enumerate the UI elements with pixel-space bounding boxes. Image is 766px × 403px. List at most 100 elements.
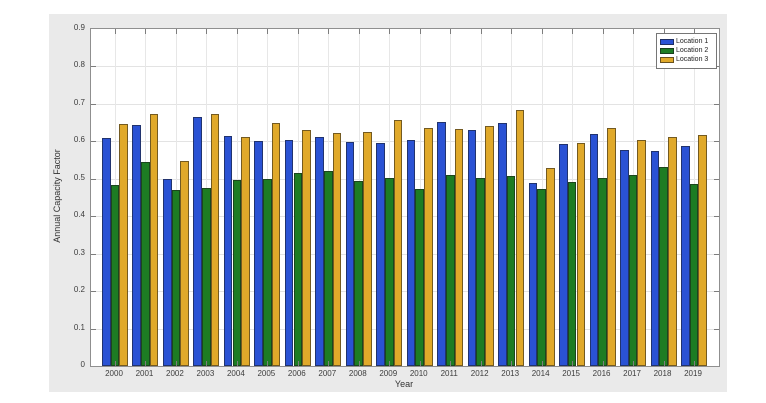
bar-location1-2008 [345,141,355,366]
x-tick-mark [420,361,421,366]
bar-location3-2015 [576,143,586,366]
x-tick-mark [694,29,695,34]
x-tick-mark [389,29,390,34]
x-tick-mark [298,29,299,34]
x-tick-mark [633,361,634,366]
legend: Location 1 Location 2 Location 3 [656,33,717,69]
x-tick-mark [115,29,116,34]
bar-location1-2018 [650,151,660,366]
h-gridline [91,254,719,255]
bar-location3-2014 [546,168,555,366]
y-tick-mark [714,141,719,142]
y-tick-mark [714,254,719,255]
x-tick-mark [145,361,146,366]
bar-location1-2016 [589,133,599,366]
bar-location1-2010 [406,140,416,366]
bar-location1-2003 [193,117,203,366]
bar-location1-2007 [315,136,324,366]
bar-location3-2011 [454,129,464,366]
x-tick-mark [267,361,268,366]
bar-location2-2012 [476,177,485,366]
x-tick-label: 2003 [196,369,215,378]
legend-entry-location-1: Location 1 [660,38,713,46]
bar-location2-2004 [232,179,242,366]
x-tick-mark [603,29,604,34]
x-tick-label: 2015 [562,369,580,378]
y-axis-label: Annual Capacity Factor [52,149,62,243]
bar-location3-2013 [515,110,525,366]
bar-location3-2019 [698,135,708,366]
legend-swatch-location-3 [660,57,674,63]
bar-location2-2002 [171,190,181,366]
h-gridline [91,329,719,330]
x-tick-mark [450,361,451,366]
legend-label: Location 2 [676,47,709,54]
bar-location2-2001 [141,161,150,366]
bar-location3-2008 [363,132,372,366]
y-tick-label: 0.5 [73,173,85,182]
y-tick-label: 0.3 [73,248,85,257]
x-tick-label: 2016 [592,369,611,378]
legend-label: Location 1 [676,38,709,45]
legend-swatch-location-1 [660,39,674,45]
y-tick-mark [714,179,719,180]
x-tick-label: 2005 [257,369,276,378]
x-axis-label: Year [394,379,414,389]
y-tick-mark [714,104,719,105]
bar-location2-2000 [110,185,120,366]
x-tick-label: 2011 [440,369,458,378]
bar-location2-2006 [293,172,303,366]
x-tick-mark [328,361,329,366]
bar-location2-2011 [445,175,455,366]
bar-location3-2003 [210,114,220,366]
bar-location3-2002 [180,160,189,366]
x-tick-label: 2019 [684,369,702,378]
bar-location1-2013 [498,123,507,366]
x-tick-mark [511,29,512,34]
bar-location2-2013 [506,176,516,366]
bar-location1-2005 [254,141,263,366]
x-tick-mark [237,29,238,34]
bar-location2-2014 [537,188,546,366]
bar-location1-2019 [681,145,690,366]
bar-location3-2006 [302,130,311,366]
y-tick-mark [714,216,719,217]
x-tick-label: 2018 [653,369,672,378]
x-tick-mark [359,29,360,34]
x-tick-label: 2001 [135,369,154,378]
bar-location1-2004 [223,136,233,366]
legend-entry-location-2: Location 2 [660,47,713,55]
x-tick-label: 2013 [501,369,520,378]
x-tick-mark [633,29,634,34]
h-gridline [91,66,719,67]
bar-location2-2007 [324,170,333,366]
x-tick-mark [694,361,695,366]
x-tick-label: 2000 [105,369,123,378]
y-tick-label: 0.8 [73,60,85,69]
bar-location2-2008 [354,181,364,366]
x-tick-mark [237,361,238,366]
x-tick-mark [542,29,543,34]
x-tick-label: 2010 [409,369,428,378]
y-tick-label: 0.9 [73,23,85,32]
x-tick-label: 2009 [379,369,398,378]
x-tick-mark [176,361,177,366]
bar-location1-2000 [102,137,111,366]
x-tick-mark [481,361,482,366]
x-tick-label: 2006 [287,369,306,378]
bar-location3-2004 [241,136,250,366]
bar-location1-2002 [162,179,172,366]
x-tick-mark [664,29,665,34]
legend-swatch-location-2 [660,48,674,54]
x-tick-mark [420,29,421,34]
bar-location3-2000 [119,123,129,366]
x-tick-mark [176,29,177,34]
x-tick-mark [572,29,573,34]
x-tick-mark [145,29,146,34]
y-tick-label: 0.7 [73,98,85,107]
x-tick-mark [664,361,665,366]
x-tick-mark [389,361,390,366]
x-tick-label: 2004 [226,369,245,378]
y-tick-mark [91,141,96,142]
y-tick-label: 0.2 [73,285,85,294]
